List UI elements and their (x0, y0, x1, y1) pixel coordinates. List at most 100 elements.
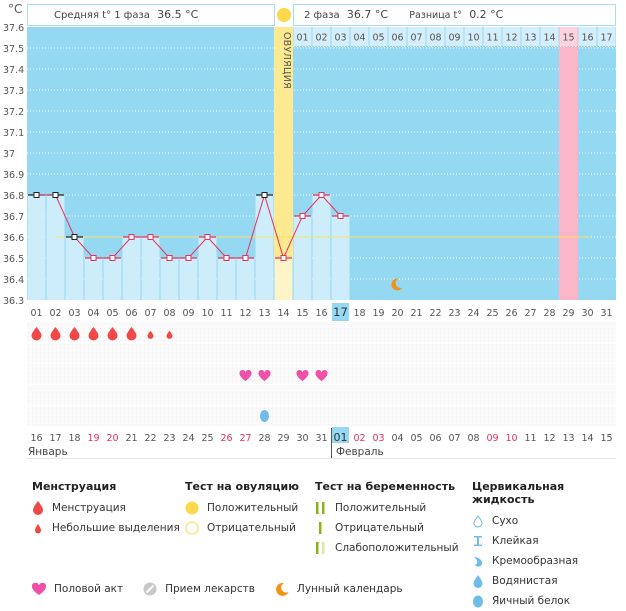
temperature-point[interactable] (71, 234, 78, 240)
calendar-date[interactable]: 25 (201, 433, 213, 444)
cycle-day-label[interactable]: 03 (68, 308, 80, 319)
heart-icon[interactable] (315, 369, 328, 381)
cycle-day-label[interactable]: 16 (315, 308, 327, 319)
temperature-point[interactable] (280, 255, 287, 261)
cycle-day-label[interactable]: 28 (543, 308, 555, 319)
calendar-date[interactable]: 07 (448, 433, 460, 444)
menstruation-drop-icon[interactable] (126, 327, 137, 341)
cycle-day-label[interactable]: 06 (125, 308, 137, 319)
cycle-day-label[interactable]: 02 (49, 308, 61, 319)
temperature-point[interactable] (185, 255, 192, 261)
luteal-day-number: 12 (505, 33, 517, 44)
cycle-day-label[interactable]: 08 (163, 308, 175, 319)
calendar-date[interactable]: 08 (467, 433, 479, 444)
menstruation-drop-icon[interactable] (69, 327, 80, 341)
cycle-day-label[interactable]: 04 (87, 308, 99, 319)
heart-icon[interactable] (296, 369, 309, 381)
cycle-day-label[interactable]: 18 (353, 308, 365, 319)
cycle-day-label[interactable]: 10 (201, 308, 213, 319)
cycle-day-label[interactable]: 14 (277, 308, 289, 319)
calendar-date[interactable]: 12 (543, 433, 555, 444)
temperature-point[interactable] (52, 192, 59, 198)
temperature-point[interactable] (109, 255, 116, 261)
calendar-date[interactable]: 28 (258, 433, 270, 444)
temperature-point[interactable] (33, 192, 40, 198)
temperature-point[interactable] (337, 213, 344, 219)
calendar-date[interactable]: 16 (30, 433, 42, 444)
cycle-day-label[interactable]: 31 (600, 308, 612, 319)
calendar-date[interactable]: 29 (277, 433, 289, 444)
temperature-point[interactable] (166, 255, 173, 261)
cycle-day-label[interactable]: 17 (333, 305, 348, 319)
calendar-date[interactable]: 11 (524, 433, 536, 444)
cycle-day-label[interactable]: 07 (144, 308, 156, 319)
temperature-point[interactable] (128, 234, 135, 240)
menstruation-drop-icon[interactable] (107, 327, 118, 341)
cycle-day-label[interactable]: 01 (30, 308, 42, 319)
moon-icon[interactable] (391, 278, 403, 291)
spotting-drop-icon[interactable] (166, 330, 173, 339)
cycle-day-label[interactable]: 20 (391, 308, 403, 319)
cycle-day-label[interactable]: 09 (182, 308, 194, 319)
calendar-date[interactable]: 03 (372, 433, 384, 444)
calendar-date[interactable]: 17 (49, 433, 61, 444)
temperature-bar (27, 195, 46, 300)
cycle-day-label[interactable]: 22 (429, 308, 441, 319)
spotting-drop-icon[interactable] (147, 330, 154, 339)
calendar-date[interactable]: 06 (429, 433, 441, 444)
legend-menstruation-title: Менструация (32, 480, 117, 493)
temperature-point[interactable] (242, 255, 249, 261)
temperature-point[interactable] (147, 234, 154, 240)
filled-drop-icon (473, 575, 483, 588)
heart-icon[interactable] (258, 369, 271, 381)
temperature-bar (84, 258, 103, 300)
temperature-point[interactable] (204, 234, 211, 240)
temperature-point[interactable] (261, 192, 268, 198)
calendar-date[interactable]: 09 (486, 433, 498, 444)
cycle-day-label[interactable]: 11 (220, 308, 232, 319)
temperature-point[interactable] (90, 255, 97, 261)
ovulation-test-positive-icon[interactable] (277, 8, 291, 22)
calendar-date[interactable]: 22 (144, 433, 156, 444)
menstruation-drop-icon[interactable] (50, 327, 61, 341)
cycle-day-label[interactable]: 15 (296, 308, 308, 319)
calendar-date[interactable]: 14 (581, 433, 593, 444)
calendar-date[interactable]: 15 (600, 433, 612, 444)
pill-icon (143, 582, 157, 596)
calendar-date[interactable]: 19 (87, 433, 99, 444)
calendar-date[interactable]: 24 (182, 433, 194, 444)
cycle-day-label[interactable]: 26 (505, 308, 517, 319)
calendar-date[interactable]: 04 (391, 433, 403, 444)
cycle-day-label[interactable]: 19 (372, 308, 384, 319)
calendar-date[interactable]: 26 (220, 433, 232, 444)
cycle-day-label[interactable]: 29 (562, 308, 574, 319)
cycle-day-label[interactable]: 13 (258, 308, 270, 319)
calendar-date[interactable]: 20 (106, 433, 118, 444)
calendar-date[interactable]: 30 (296, 433, 308, 444)
heart-icon[interactable] (239, 369, 252, 381)
temperature-point[interactable] (318, 192, 325, 198)
cycle-day-label[interactable]: 12 (239, 308, 251, 319)
cycle-day-label[interactable]: 21 (410, 308, 422, 319)
cycle-day-label[interactable]: 30 (581, 308, 593, 319)
calendar-date[interactable]: 10 (505, 433, 517, 444)
calendar-date[interactable]: 18 (68, 433, 80, 444)
cycle-day-label[interactable]: 25 (486, 308, 498, 319)
calendar-date[interactable]: 05 (410, 433, 422, 444)
calendar-date[interactable]: 27 (239, 433, 251, 444)
calendar-date[interactable]: 21 (125, 433, 137, 444)
cycle-day-label[interactable]: 05 (106, 308, 118, 319)
calendar-date[interactable]: 13 (562, 433, 574, 444)
temperature-point[interactable] (299, 213, 306, 219)
calendar-date[interactable]: 23 (163, 433, 175, 444)
cycle-day-label[interactable]: 27 (524, 308, 536, 319)
temperature-point[interactable] (223, 255, 230, 261)
calendar-date[interactable]: 02 (353, 433, 365, 444)
egg-icon[interactable] (260, 410, 269, 422)
calendar-date[interactable]: 01 (334, 431, 348, 444)
cycle-day-label[interactable]: 23 (448, 308, 460, 319)
cycle-day-label[interactable]: 24 (467, 308, 479, 319)
menstruation-drop-icon[interactable] (31, 327, 42, 341)
calendar-date[interactable]: 31 (315, 433, 327, 444)
menstruation-drop-icon[interactable] (88, 327, 99, 341)
